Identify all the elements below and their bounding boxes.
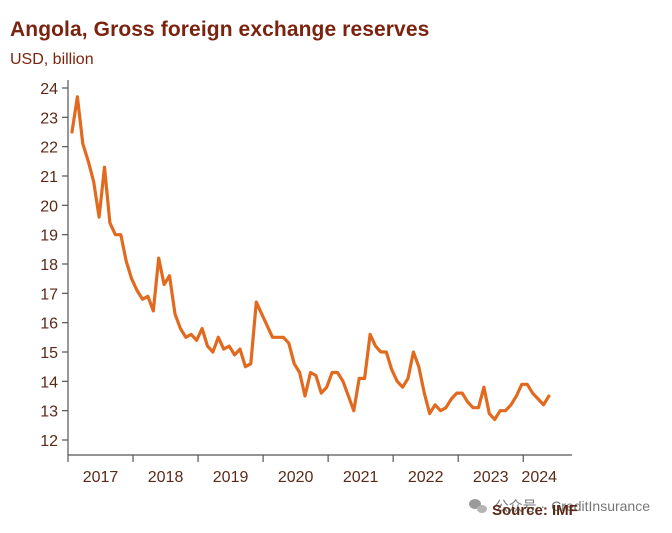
x-tick-label: 2017 (83, 469, 119, 486)
x-tick-label: 2018 (148, 469, 184, 486)
y-tick-label: 12 (40, 433, 58, 450)
y-axis-ticks: 12 13 14 15 16 17 18 19 20 21 22 23 24 (40, 81, 68, 450)
x-axis-ticks: 2017 2018 2019 2020 2021 2022 2023 2024 (67, 455, 557, 486)
y-tick-label: 19 (40, 228, 58, 245)
x-tick-label: 2022 (408, 469, 444, 486)
y-axis-unit-label: USD, billion (10, 51, 94, 68)
x-tick-label: 2021 (343, 469, 379, 486)
y-tick-label: 17 (40, 286, 58, 303)
y-tick-label: 16 (40, 316, 58, 333)
chart-title: Angola, Gross foreign exchange reserves (10, 18, 430, 41)
y-tick-label: 15 (40, 345, 58, 362)
x-tick-label: 2024 (521, 469, 557, 486)
y-tick-label: 14 (40, 374, 58, 391)
watermark: 公众号 · CreditInsurance (468, 496, 650, 516)
y-tick-label: 23 (40, 110, 58, 127)
x-tick-label: 2019 (213, 469, 249, 486)
chart-axes (67, 80, 572, 456)
y-tick-label: 13 (40, 404, 58, 421)
wechat-icon (468, 498, 489, 514)
reserves-series-line (70, 95, 551, 422)
y-tick-label: 21 (40, 169, 58, 186)
plot-area (70, 95, 551, 422)
source-note: Source: IMF (492, 502, 578, 519)
y-tick-label: 20 (40, 198, 58, 215)
watermark-prefix: 公众号 · (494, 498, 546, 514)
x-tick-label: 2023 (473, 469, 509, 486)
x-tick-label: 2020 (278, 469, 314, 486)
y-tick-label: 18 (40, 257, 58, 274)
y-tick-label: 24 (40, 81, 58, 98)
y-tick-label: 22 (40, 140, 58, 157)
watermark-brand: CreditInsurance (551, 498, 650, 514)
